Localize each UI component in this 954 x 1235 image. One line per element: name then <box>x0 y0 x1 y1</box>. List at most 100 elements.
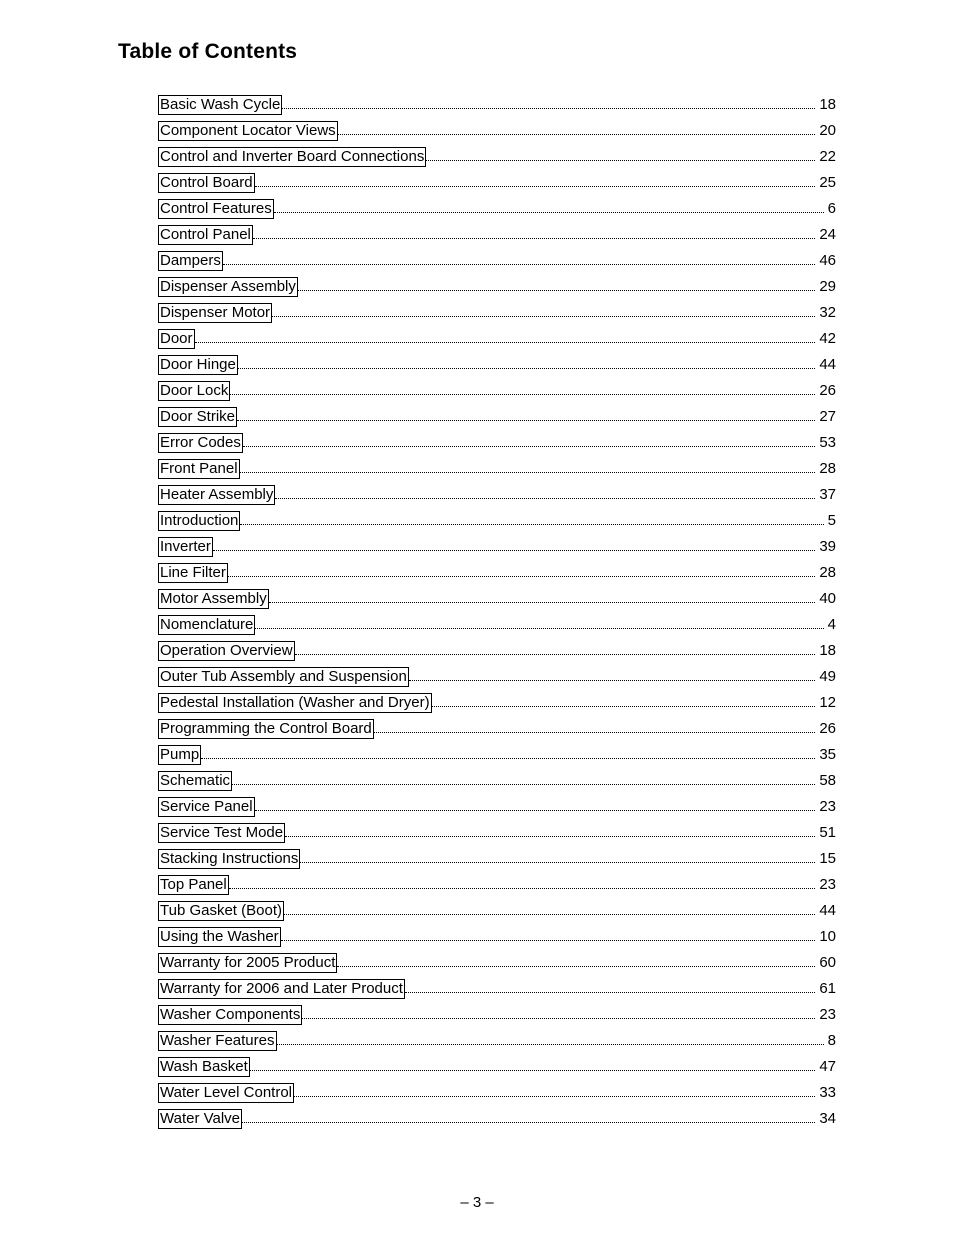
toc-entry-label[interactable]: Programming the Control Board <box>158 719 374 739</box>
toc-entry-label[interactable]: Washer Components <box>158 1005 302 1025</box>
toc-entry-label[interactable]: Operation Overview <box>158 641 295 661</box>
toc-leader <box>409 680 816 681</box>
toc-entry: Basic Wash Cycle18 <box>158 92 836 118</box>
toc-leader <box>298 290 815 291</box>
toc-entry: Programming the Control Board26 <box>158 716 836 742</box>
toc-entry-label[interactable]: Introduction <box>158 511 240 531</box>
toc-entry-label[interactable]: Dampers <box>158 251 223 271</box>
toc-leader <box>230 394 815 395</box>
toc-entry-page: 25 <box>817 170 836 196</box>
toc-leader <box>277 1044 824 1045</box>
toc-entry: Stacking Instructions15 <box>158 846 836 872</box>
toc-leader <box>213 550 815 551</box>
toc-entry-page: 47 <box>817 1054 836 1080</box>
toc-list: Basic Wash Cycle18Component Locator View… <box>118 92 836 1132</box>
toc-entry-page: 20 <box>817 118 836 144</box>
toc-entry-page: 60 <box>817 950 836 976</box>
toc-entry-label[interactable]: Warranty for 2005 Product <box>158 953 337 973</box>
toc-entry-label[interactable]: Dispenser Motor <box>158 303 272 323</box>
toc-entry: Schematic 58 <box>158 768 836 794</box>
toc-entry-label[interactable]: Control and Inverter Board Connections <box>158 147 426 167</box>
toc-entry: Washer Features 8 <box>158 1028 836 1054</box>
toc-entry-page: 39 <box>817 534 836 560</box>
toc-entry-label[interactable]: Service Panel <box>158 797 255 817</box>
toc-entry: Introduction 5 <box>158 508 836 534</box>
toc-entry-label[interactable]: Door <box>158 329 195 349</box>
toc-entry-label[interactable]: Inverter <box>158 537 213 557</box>
toc-entry-label[interactable]: Basic Wash Cycle <box>158 95 282 115</box>
toc-entry-label[interactable]: Nomenclature <box>158 615 255 635</box>
toc-leader <box>337 966 815 967</box>
toc-leader <box>243 446 815 447</box>
toc-leader <box>255 810 816 811</box>
toc-entry-label[interactable]: Motor Assembly <box>158 589 269 609</box>
toc-leader <box>242 1122 815 1123</box>
toc-entry-page: 22 <box>817 144 836 170</box>
toc-entry: Heater Assembly 37 <box>158 482 836 508</box>
toc-entry-label[interactable]: Wash Basket <box>158 1057 250 1077</box>
toc-entry-label[interactable]: Water Valve <box>158 1109 242 1129</box>
toc-entry-label[interactable]: Outer Tub Assembly and Suspension <box>158 667 409 687</box>
toc-entry-page: 18 <box>817 638 836 664</box>
toc-entry-label[interactable]: Control Board <box>158 173 255 193</box>
toc-entry: Top Panel 23 <box>158 872 836 898</box>
toc-leader <box>238 368 815 369</box>
toc-entry-page: 23 <box>817 872 836 898</box>
toc-entry-label[interactable]: Stacking Instructions <box>158 849 300 869</box>
toc-leader <box>281 940 816 941</box>
toc-entry-label[interactable]: Pedestal Installation (Washer and Dryer) <box>158 693 432 713</box>
toc-entry-page: 12 <box>817 690 836 716</box>
toc-leader <box>250 1070 816 1071</box>
toc-entry-label[interactable]: Tub Gasket (Boot) <box>158 901 284 921</box>
toc-entry-label[interactable]: Water Level Control <box>158 1083 294 1103</box>
toc-entry-page: 58 <box>817 768 836 794</box>
toc-entry-label[interactable]: Door Lock <box>158 381 230 401</box>
toc-leader <box>374 732 816 733</box>
toc-leader <box>240 472 816 473</box>
toc-entry-label[interactable]: Control Panel <box>158 225 253 245</box>
toc-entry-label[interactable]: Washer Features <box>158 1031 277 1051</box>
toc-entry-label[interactable]: Error Codes <box>158 433 243 453</box>
toc-entry: Operation Overview 18 <box>158 638 836 664</box>
toc-entry-page: 29 <box>817 274 836 300</box>
toc-leader <box>255 186 816 187</box>
toc-entry-label[interactable]: Schematic <box>158 771 232 791</box>
toc-entry: Tub Gasket (Boot) 44 <box>158 898 836 924</box>
toc-entry-page: 28 <box>817 456 836 482</box>
toc-leader <box>284 914 815 915</box>
toc-leader <box>295 654 816 655</box>
toc-leader <box>294 1096 815 1097</box>
toc-entry-label[interactable]: Control Features <box>158 199 274 219</box>
toc-entry-label[interactable]: Warranty for 2006 and Later Product <box>158 979 405 999</box>
toc-leader <box>285 836 815 837</box>
toc-entry-label[interactable]: Front Panel <box>158 459 240 479</box>
toc-leader <box>195 342 816 343</box>
toc-entry-label[interactable]: Line Filter <box>158 563 228 583</box>
toc-entry-page: 37 <box>817 482 836 508</box>
toc-entry-page: 61 <box>817 976 836 1002</box>
toc-entry-page: 6 <box>826 196 836 222</box>
toc-entry-label[interactable]: Door Hinge <box>158 355 238 375</box>
toc-entry-label[interactable]: Heater Assembly <box>158 485 275 505</box>
toc-entry-label[interactable]: Service Test Mode <box>158 823 285 843</box>
toc-leader <box>223 264 815 265</box>
toc-entry: Pedestal Installation (Washer and Dryer)… <box>158 690 836 716</box>
toc-entry-label[interactable]: Top Panel <box>158 875 229 895</box>
toc-entry-label[interactable]: Dispenser Assembly <box>158 277 298 297</box>
toc-entry-label[interactable]: Pump <box>158 745 201 765</box>
toc-entry-page: 40 <box>817 586 836 612</box>
page-number: – 3 – <box>0 1194 954 1211</box>
toc-entry-label[interactable]: Door Strike <box>158 407 237 427</box>
toc-entry: Service Panel23 <box>158 794 836 820</box>
toc-entry-page: 44 <box>817 898 836 924</box>
toc-entry-page: 44 <box>817 352 836 378</box>
toc-entry-label[interactable]: Using the Washer <box>158 927 281 947</box>
toc-entry: Door Lock26 <box>158 378 836 404</box>
toc-entry-page: 23 <box>817 1002 836 1028</box>
toc-entry: Error Codes53 <box>158 430 836 456</box>
toc-leader <box>228 576 815 577</box>
toc-entry-label[interactable]: Component Locator Views <box>158 121 338 141</box>
toc-entry: Water Valve34 <box>158 1106 836 1132</box>
toc-leader <box>272 316 815 317</box>
toc-entry: Motor Assembly 40 <box>158 586 836 612</box>
